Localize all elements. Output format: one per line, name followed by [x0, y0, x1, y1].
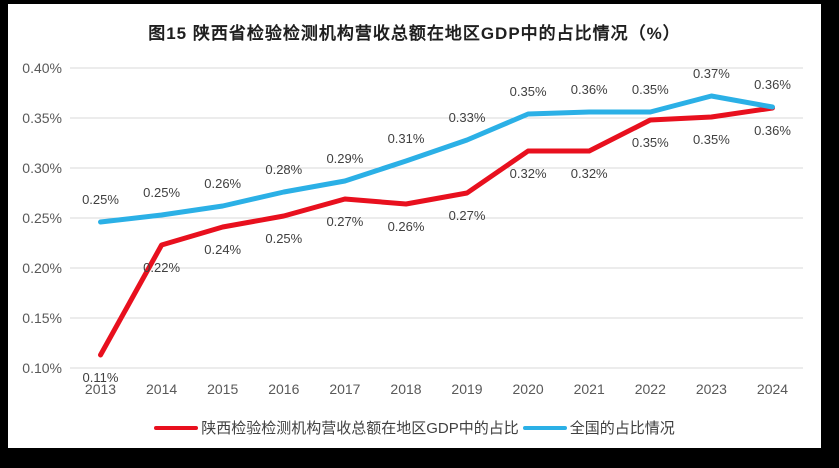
y-tick-label: 0.40%: [22, 60, 62, 76]
legend-label-national: 全国的占比情况: [569, 420, 675, 437]
chart-canvas: 图15 陕西省检验检测机构营收总额在地区GDP中的占比情况（%） 0.10% 0.…: [8, 4, 821, 448]
plot-area: 0.10% 0.15% 0.20% 0.25% 0.30% 0.35% 0.40% 2013 2…: [22, 60, 803, 397]
data-label: 0.26%: [204, 176, 241, 191]
data-label: 0.31%: [388, 131, 425, 146]
x-tick-label: 2021: [574, 381, 605, 397]
data-label: 0.32%: [510, 166, 547, 181]
chart-title: 图15 陕西省检验检测机构营收总额在地区GDP中的占比情况（%）: [148, 24, 681, 43]
data-label: 0.37%: [693, 66, 730, 81]
data-label: 0.24%: [204, 242, 241, 257]
y-tick-label: 0.30%: [22, 160, 62, 176]
x-tick-label: 2024: [757, 381, 788, 397]
series-line-national: [98, 93, 775, 225]
x-tick-label: 2019: [451, 381, 482, 397]
data-label: 0.35%: [632, 135, 669, 150]
data-label: 0.29%: [326, 151, 363, 166]
data-label: 0.25%: [82, 192, 119, 207]
x-tick-label: 2022: [635, 381, 666, 397]
legend: 陕西检验检测机构营收总额在地区GDP中的占比 全国的占比情况: [8, 417, 821, 438]
data-label: 0.25%: [143, 185, 180, 200]
legend-label-shaanxi: 陕西检验检测机构营收总额在地区GDP中的占比: [201, 420, 519, 437]
data-label: 0.36%: [571, 82, 608, 97]
data-label: 0.36%: [754, 77, 791, 92]
data-label: 0.33%: [449, 110, 486, 125]
x-tick-label: 2013: [85, 381, 116, 397]
blue-line-swatch: [522, 425, 567, 430]
data-label: 0.27%: [449, 208, 486, 223]
data-label: 0.32%: [571, 166, 608, 181]
x-tick-label: 2018: [390, 381, 421, 397]
data-label: 0.25%: [265, 231, 302, 246]
y-tick-label: 0.25%: [22, 210, 62, 226]
legend-item-national: 全国的占比情况: [522, 417, 675, 438]
data-label: 0.26%: [388, 219, 425, 234]
y-tick-label: 0.35%: [22, 110, 62, 126]
data-label: 0.11%: [83, 370, 119, 385]
data-label: 0.28%: [265, 162, 302, 177]
data-label: 0.27%: [326, 214, 363, 229]
x-tick-label: 2017: [329, 381, 360, 397]
x-tick-label: 2020: [513, 381, 544, 397]
legend-item-shaanxi: 陕西检验检测机构营收总额在地区GDP中的占比: [154, 417, 519, 438]
x-tick-label: 2015: [207, 381, 238, 397]
y-tick-label: 0.15%: [22, 310, 62, 326]
x-tick-label: 2023: [696, 381, 727, 397]
series-line-shaanxi: [98, 105, 775, 358]
y-tick-label: 0.20%: [22, 260, 62, 276]
data-label: 0.35%: [693, 132, 730, 147]
x-tick-label: 2016: [268, 381, 299, 397]
data-label: 0.22%: [143, 260, 180, 275]
data-label: 0.35%: [632, 82, 669, 97]
red-line-swatch: [154, 425, 199, 430]
data-label: 0.36%: [754, 123, 791, 138]
x-tick-label: 2014: [146, 381, 177, 397]
data-label: 0.35%: [510, 84, 547, 99]
y-tick-label: 0.10%: [22, 360, 62, 376]
